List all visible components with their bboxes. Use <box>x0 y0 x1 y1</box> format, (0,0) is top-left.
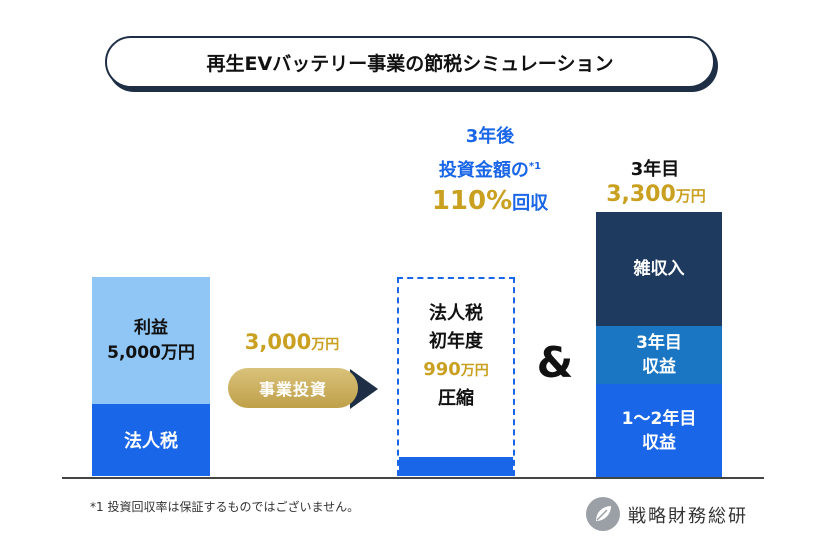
profit-block: 利益 5,000万円 <box>92 277 210 404</box>
year3-amount: 3,300万円 <box>586 182 726 207</box>
year3-revenue-line2: 収益 <box>642 357 676 377</box>
recovery-suffix: 回収 <box>512 193 549 214</box>
year12-revenue-line1: 1〜2年目 <box>621 408 697 429</box>
recovery-line2-text: 投資金額の <box>438 160 529 181</box>
investment-amount-number: 3,000 <box>244 330 312 354</box>
corporate-tax-label: 法人税 <box>124 431 178 452</box>
page-title-text: 再生EVバッテリー事業の節税シミュレーション <box>206 52 614 75</box>
footnote: *1 投資回収率は保証するものではございません。 <box>90 500 360 514</box>
tax-compression-text: 法人税 初年度 990万円 圧縮 <box>397 300 515 413</box>
profit-label: 利益 <box>134 317 168 338</box>
recovery-percent: 110% <box>431 186 513 216</box>
leaf-icon <box>586 497 620 531</box>
recovery-callout: 3年後 投資金額の*1 110%回収 <box>400 122 580 219</box>
tax-compression-box <box>397 277 515 476</box>
year3-label: 3年目 <box>630 159 680 180</box>
year12-revenue-line2: 収益 <box>641 432 676 453</box>
year3-amount-number: 3,300 <box>606 182 676 207</box>
year12-revenue-segment: 1〜2年目 収益 <box>596 384 722 477</box>
recovery-line2: 投資金額の*1 <box>400 152 580 186</box>
corporate-tax-block: 法人税 <box>92 404 210 476</box>
misc-income-segment: 雑収入 <box>596 212 722 326</box>
investment-amount-unit: 万円 <box>311 337 340 353</box>
year3-revenue-line1: 3年目 <box>636 333 682 353</box>
misc-income-label: 雑収入 <box>633 259 685 279</box>
investment-amount: 3,000万円 <box>222 330 362 354</box>
year3-revenue-segment: 3年目 収益 <box>596 326 722 384</box>
tax-compression-amount-number: 990 <box>423 359 461 380</box>
tax-compression-line2: 初年度 <box>429 331 483 352</box>
tax-compression-line4: 圧縮 <box>438 388 474 409</box>
profit-amount: 5,000万円 <box>107 342 195 363</box>
tax-compression-amount-unit: 万円 <box>460 363 489 379</box>
tax-compression-amount: 990万円 <box>397 356 515 385</box>
baseline-divider <box>62 477 764 479</box>
recovery-line3: 110%回収 <box>400 186 580 219</box>
tax-compression-remaining <box>399 457 513 476</box>
recovery-footnote-mark: *1 <box>528 161 542 172</box>
company-logo-text: 戦略財務総研 <box>628 506 748 527</box>
tax-compression-line1: 法人税 <box>429 303 483 324</box>
business-investment-badge: 事業投資 <box>228 368 358 408</box>
recovery-line1: 3年後 <box>465 126 515 147</box>
business-investment-label: 事業投資 <box>258 380 327 399</box>
year3-amount-unit: 万円 <box>675 187 706 205</box>
ampersand: & <box>536 338 574 387</box>
page-title: 再生EVバッテリー事業の節税シミュレーション <box>105 36 715 88</box>
